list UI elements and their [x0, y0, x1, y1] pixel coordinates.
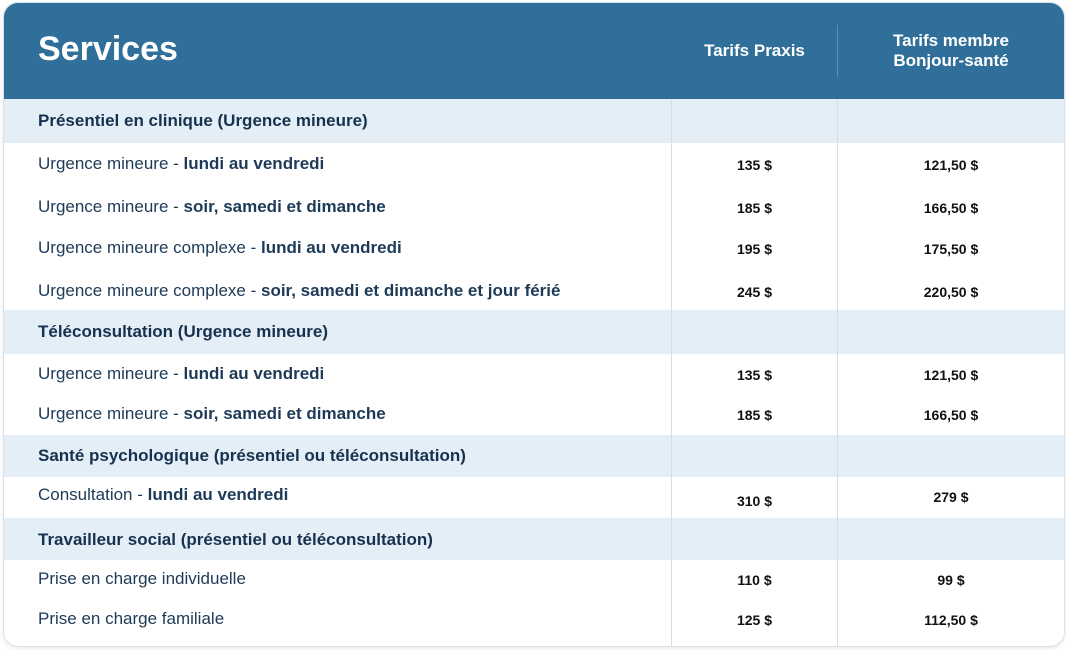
price-member: 166,50 $: [923, 407, 979, 423]
price-member: 121,50 $: [923, 367, 979, 383]
table-row: Urgence mineure - lundi au vendredi 135 …: [4, 143, 1064, 186]
table-row: Urgence mineure - lundi au vendredi 135 …: [4, 354, 1064, 395]
pricing-table-card: Services Tarifs Praxis Tarifs membre Bon…: [4, 3, 1064, 646]
service-label: Urgence mineure complexe - soir, samedi …: [38, 281, 561, 300]
section-title: Travailleur social (présentiel ou téléco…: [38, 530, 433, 549]
table-row: Prise en charge individuelle 110 $ 99 $: [4, 560, 1064, 600]
service-label: Prise en charge individuelle: [38, 569, 246, 588]
table-row: Consultation - lundi au vendredi 310 $ 2…: [4, 477, 1064, 518]
column-divider-praxis: [671, 99, 672, 646]
table-row: Urgence mineure - soir, samedi et dimanc…: [4, 395, 1064, 435]
price-praxis: 185 $: [736, 407, 773, 423]
section-row: Travailleur social (présentiel ou téléco…: [4, 518, 1064, 560]
section-title: Présentiel en clinique (Urgence mineure): [38, 111, 368, 130]
price-praxis: 310 $: [736, 493, 773, 509]
price-praxis: 135 $: [736, 157, 773, 173]
column-divider-member: [837, 99, 838, 646]
section-row: Santé psychologique (présentiel ou téléc…: [4, 435, 1064, 477]
header-divider: [837, 25, 838, 77]
column-header-member-line1: Tarifs membre: [893, 31, 1009, 50]
service-label: Prise en charge familiale: [38, 609, 225, 628]
price-member: 99 $: [937, 572, 965, 588]
table-row: Urgence mineure - soir, samedi et dimanc…: [4, 186, 1064, 229]
price-praxis: 110 $: [737, 572, 772, 588]
service-label: Urgence mineure - soir, samedi et dimanc…: [38, 404, 386, 423]
page-title: Services: [38, 30, 178, 68]
service-label: Urgence mineure complexe - lundi au vend…: [38, 238, 402, 257]
section-title: Téléconsultation (Urgence mineure): [38, 322, 328, 341]
price-member: 220,50 $: [923, 284, 979, 300]
price-praxis: 185 $: [736, 200, 773, 216]
service-label: Consultation - lundi au vendredi: [38, 485, 289, 504]
price-member: 112,50 $: [924, 612, 978, 628]
section-title: Santé psychologique (présentiel ou téléc…: [38, 446, 466, 465]
price-member: 175,50 $: [923, 241, 979, 257]
table-row: Urgence mineure complexe - lundi au vend…: [4, 229, 1064, 269]
column-header-member: Tarifs membre Bonjour-santé: [838, 3, 1064, 99]
price-praxis: 245 $: [736, 284, 773, 300]
price-member: 121,50 $: [923, 157, 979, 173]
price-member: 166,50 $: [923, 200, 979, 216]
service-label: Urgence mineure - lundi au vendredi: [38, 154, 325, 173]
section-row: Téléconsultation (Urgence mineure): [4, 310, 1064, 354]
price-member: 279 $: [933, 489, 969, 505]
price-praxis: 125 $: [736, 612, 773, 628]
price-praxis: 195 $: [736, 241, 773, 257]
price-praxis: 135 $: [736, 367, 773, 383]
service-label: Urgence mineure - soir, samedi et dimanc…: [38, 197, 386, 216]
column-header-praxis: Tarifs Praxis: [704, 41, 805, 60]
service-label: Urgence mineure - lundi au vendredi: [38, 364, 325, 383]
section-row: Présentiel en clinique (Urgence mineure): [4, 99, 1064, 143]
table-row: Urgence mineure complexe - soir, samedi …: [4, 269, 1064, 310]
table-header: Services Tarifs Praxis Tarifs membre Bon…: [4, 3, 1064, 99]
column-header-member-line2: Bonjour-santé: [893, 51, 1009, 70]
table-row: Prise en charge familiale 125 $ 112,50 $: [4, 600, 1064, 646]
